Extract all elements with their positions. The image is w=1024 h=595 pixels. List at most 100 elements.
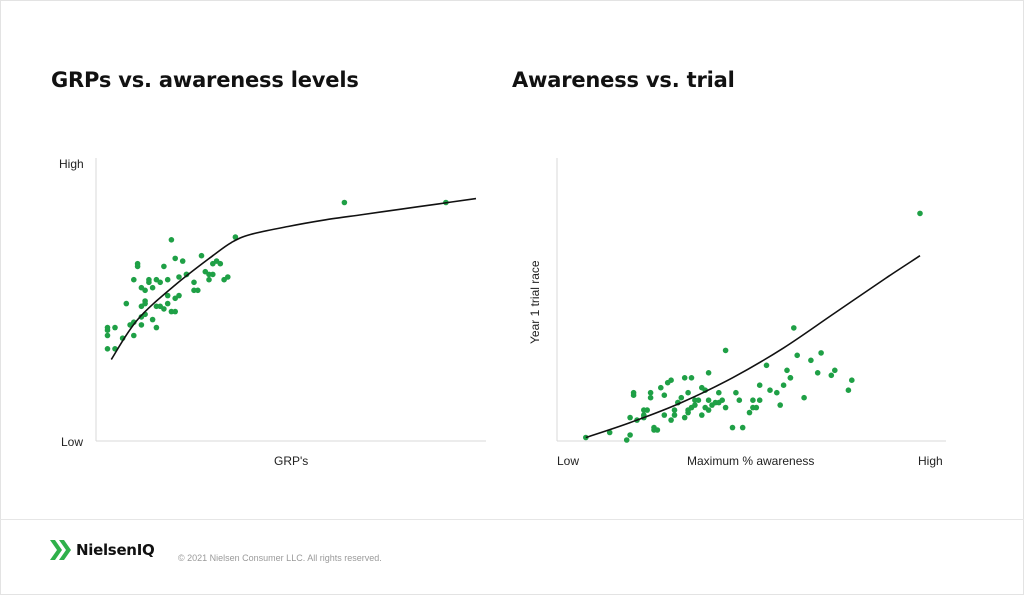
y-tick-high: High	[59, 157, 84, 171]
left-point-24	[149, 316, 156, 323]
left-point-2	[104, 327, 111, 334]
right-point-67	[784, 367, 790, 374]
left-point-31	[161, 263, 167, 270]
right-point-37	[695, 397, 702, 404]
left-point-17	[138, 322, 145, 328]
right-point-19	[661, 412, 668, 418]
right-point-21	[668, 417, 674, 423]
x-tick-high: High	[918, 454, 943, 468]
left-point-10	[131, 332, 137, 339]
right-point-69	[787, 375, 794, 381]
right-point-2	[623, 437, 630, 443]
x-tick-low: Low	[557, 454, 580, 468]
left-point-41	[176, 292, 182, 299]
right-point-51	[722, 347, 729, 354]
right-point-6	[630, 389, 637, 396]
right-point-42	[705, 370, 712, 376]
chart-title-awareness-trial: Awareness vs. trial	[512, 68, 735, 92]
right-point-29	[681, 414, 688, 421]
left-point-45	[183, 271, 190, 278]
right-point-17	[658, 384, 664, 391]
right-point-60	[756, 382, 763, 389]
brand-name: NielsenIQ	[76, 541, 155, 559]
left-point-33	[164, 292, 171, 299]
right-point-58	[750, 397, 756, 404]
chart-title-grps-awareness: GRPs vs. awareness levels	[51, 68, 359, 92]
left-point-23	[146, 276, 152, 283]
left-point-27	[153, 324, 160, 331]
left-point-35	[164, 300, 171, 307]
right-point-80	[917, 210, 923, 217]
left-point-1	[104, 332, 111, 339]
right-point-13	[647, 394, 654, 401]
right-point-72	[801, 394, 807, 401]
right-point-71	[794, 352, 800, 359]
right-point-52	[729, 424, 736, 431]
left-point-21	[142, 300, 148, 307]
left-point-56	[217, 260, 224, 267]
left-point-43	[179, 258, 186, 264]
right-point-77	[832, 367, 838, 374]
left-point-4	[112, 324, 118, 331]
right-point-28	[681, 375, 688, 381]
left-point-51	[206, 276, 212, 283]
right-point-48	[716, 389, 722, 396]
right-point-66	[780, 382, 787, 389]
left-point-54	[210, 271, 216, 278]
right-point-35	[692, 402, 698, 408]
copyright-text: © 2021 Nielsen Consumer LLC. All rights …	[178, 553, 382, 563]
right-point-55	[739, 424, 746, 431]
left-point-58	[225, 274, 231, 280]
left-trend-curve	[110, 197, 477, 360]
right-point-50	[722, 404, 729, 411]
right-point-16	[654, 427, 661, 433]
right-point-23	[671, 412, 678, 418]
left-point-3	[104, 346, 111, 352]
left-point-29	[157, 279, 163, 286]
right-point-76	[828, 372, 835, 379]
right-point-12	[647, 389, 654, 396]
right-point-11	[644, 407, 650, 413]
x-axis-label-grps: GRP's	[274, 454, 309, 468]
x-axis-label-awareness: Maximum % awareness	[687, 454, 815, 468]
right-point-27	[678, 394, 685, 401]
right-point-54	[736, 397, 743, 404]
left-point-48	[195, 287, 201, 294]
left-point-7	[123, 300, 130, 307]
right-point-56	[746, 409, 753, 416]
right-point-33	[688, 375, 695, 381]
right-point-22	[668, 377, 674, 384]
left-point-40	[172, 308, 178, 315]
right-point-73	[808, 357, 814, 364]
y-tick-low: Low	[61, 435, 84, 449]
left-point-36	[168, 237, 175, 243]
left-point-34	[164, 276, 171, 283]
left-point-25	[149, 284, 156, 291]
left-point-46	[191, 279, 197, 286]
right-trend-curve	[585, 255, 921, 439]
footer-divider	[0, 519, 1024, 520]
right-point-43	[705, 407, 712, 413]
left-point-60	[341, 199, 348, 206]
left-point-49	[198, 252, 205, 259]
right-point-59	[753, 404, 760, 411]
right-point-65	[777, 402, 783, 408]
nielseniq-mark-icon	[50, 540, 71, 560]
left-point-13	[134, 263, 141, 270]
right-point-24	[671, 407, 678, 413]
right-point-4	[627, 414, 633, 421]
left-point-11	[131, 276, 137, 283]
left-point-32	[161, 306, 167, 312]
right-point-75	[818, 350, 824, 356]
right-point-74	[814, 370, 821, 376]
right-point-63	[767, 387, 773, 394]
right-point-18	[661, 392, 668, 399]
right-point-70	[791, 325, 797, 331]
right-point-44	[705, 397, 712, 404]
right-point-53	[733, 389, 739, 396]
right-point-78	[845, 387, 852, 394]
right-point-39	[699, 412, 705, 418]
right-point-32	[685, 409, 691, 416]
